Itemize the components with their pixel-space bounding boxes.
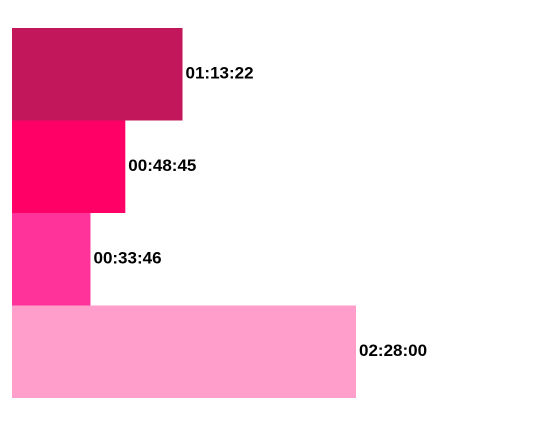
bar-value-label-4: 02:28:00 (359, 341, 427, 360)
bar-value-label-2: 00:48:45 (128, 156, 196, 175)
bar-4 (12, 305, 356, 398)
bar-3 (12, 213, 91, 306)
bar-value-label-3: 00:33:46 (93, 249, 161, 268)
value-labels-group: 01:13:22 00:48:45 00:33:46 02:28:00 (93, 64, 427, 361)
bar-2 (12, 120, 126, 213)
bar-value-label-1: 01:13:22 (186, 64, 254, 83)
bars-group (12, 28, 356, 398)
bar-1 (12, 28, 183, 121)
